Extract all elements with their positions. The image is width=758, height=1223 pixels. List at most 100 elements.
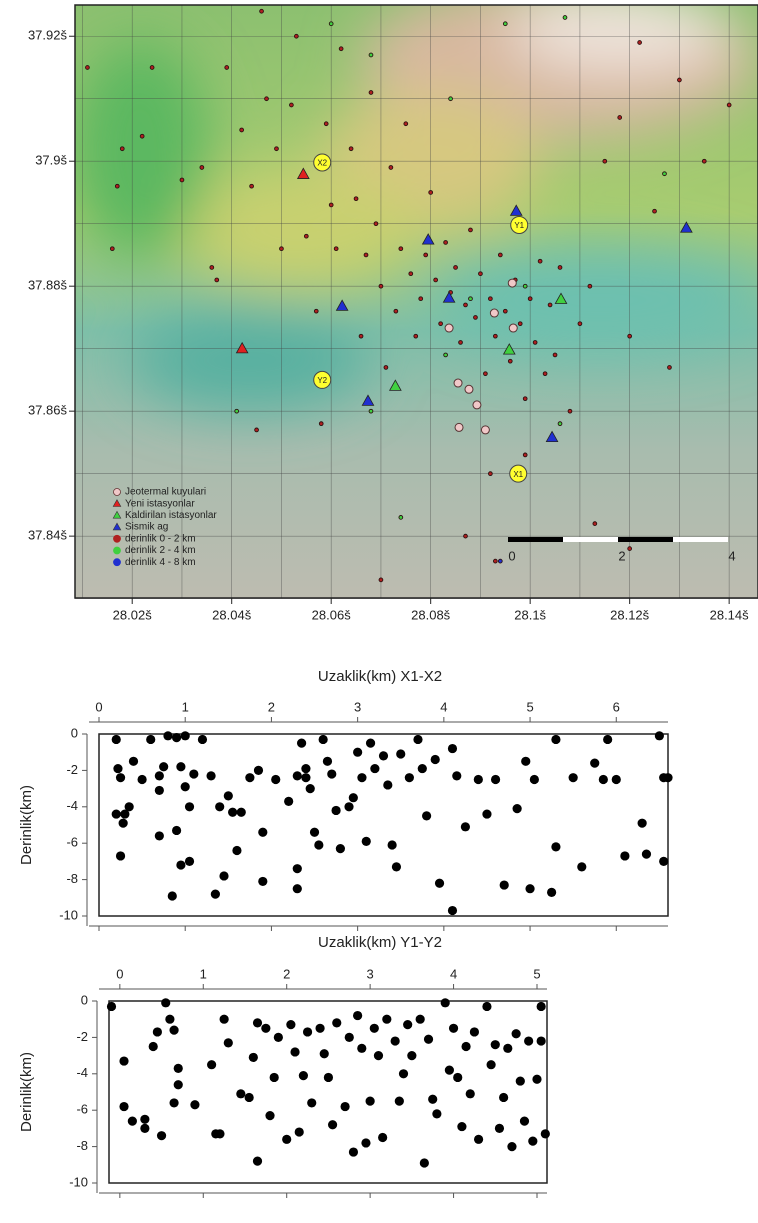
earthquake — [301, 764, 310, 773]
earthquake — [466, 1089, 475, 1098]
earthquake — [409, 272, 413, 276]
earthquake — [498, 559, 502, 563]
well — [473, 401, 481, 409]
earthquake — [503, 309, 507, 313]
earthquake — [429, 191, 433, 195]
earthquake — [503, 22, 507, 26]
y-tick-label: -2 — [66, 762, 78, 777]
earthquake — [215, 1129, 224, 1138]
x-tick-label: 0 — [95, 699, 102, 714]
x-tick-label: 2 — [268, 699, 275, 714]
profile-title: Uzaklik(km) X1-X2 — [318, 668, 442, 685]
figure: Uzaklik(km) X1-X2 Uzaklik(km) Y1-Y2 28.0… — [0, 0, 758, 1223]
earthquake — [190, 1100, 199, 1109]
earthquake — [628, 547, 632, 551]
earthquake — [488, 472, 492, 476]
earthquake — [107, 1002, 116, 1011]
earthquake — [176, 762, 185, 771]
earthquake — [258, 877, 267, 886]
earthquake — [498, 253, 502, 257]
y-tick-label: -2 — [76, 1029, 88, 1044]
y-tick-label: -8 — [66, 871, 78, 886]
x-tick-label: 1 — [200, 966, 207, 981]
scale-bar-segment — [618, 537, 673, 542]
earthquake — [265, 97, 269, 101]
x-tick-label: 2 — [283, 966, 290, 981]
legend-marker — [114, 559, 121, 566]
earthquake — [374, 1051, 383, 1060]
y-tick-label: 37.86š — [28, 403, 68, 418]
earthquake — [341, 1102, 350, 1111]
earthquake — [516, 1076, 525, 1085]
y-tick-label: -10 — [69, 1174, 88, 1189]
earthquake — [220, 1015, 229, 1024]
earthquake — [399, 1069, 408, 1078]
earthquake — [507, 1142, 516, 1151]
earthquake — [558, 422, 562, 426]
earthquake — [224, 1038, 233, 1047]
scale-bar-segment — [673, 537, 728, 542]
earthquake — [320, 1049, 329, 1058]
earthquake — [457, 1122, 466, 1131]
y-tick-label: 0 — [71, 725, 78, 740]
earthquake — [469, 297, 473, 301]
page: {"chart_data":[ {"type":"map-scatter", "… — [0, 0, 758, 1223]
earthquake — [185, 857, 194, 866]
earthquake — [533, 341, 537, 345]
legend-label: derinlik 4 - 8 km — [125, 557, 196, 568]
earthquake — [593, 522, 597, 526]
earthquake — [389, 166, 393, 170]
earthquake — [404, 122, 408, 126]
earthquake — [293, 771, 302, 780]
earthquake — [470, 1027, 479, 1036]
earthquake — [198, 735, 207, 744]
earthquake — [357, 1044, 366, 1053]
earthquake — [206, 771, 215, 780]
x-tick-label: 28.1š — [514, 607, 546, 622]
scale-bar-label: 2 — [618, 548, 625, 563]
earthquake — [112, 809, 121, 818]
earthquake — [260, 9, 264, 13]
earthquake — [138, 775, 147, 784]
earthquake — [399, 515, 403, 519]
earthquake — [374, 222, 378, 226]
earthquake — [653, 209, 657, 213]
earthquake — [344, 802, 353, 811]
earthquake — [295, 1127, 304, 1136]
earthquake — [299, 1071, 308, 1080]
well — [490, 309, 498, 317]
earthquake — [392, 862, 401, 871]
y-axis-label: Derinlik(km) — [18, 785, 35, 865]
earthquake — [125, 802, 134, 811]
well — [508, 279, 516, 287]
earthquake — [541, 1129, 550, 1138]
earthquake — [119, 1102, 128, 1111]
earthquake — [405, 773, 414, 782]
earthquake — [200, 166, 204, 170]
x-tick-label: 28.12š — [610, 607, 650, 622]
earthquake — [503, 1044, 512, 1053]
earthquake — [110, 247, 114, 251]
profile-title: Uzaklik(km) Y1-Y2 — [318, 934, 442, 951]
earthquake — [349, 793, 358, 802]
earthquake — [369, 409, 373, 413]
earthquake — [359, 334, 363, 338]
y-tick-label: -10 — [59, 907, 78, 922]
earthquake — [357, 773, 366, 782]
earthquake — [169, 1098, 178, 1107]
earthquake — [537, 1002, 546, 1011]
earthquake — [388, 840, 397, 849]
profile-end-label: Y1 — [514, 221, 524, 230]
earthquake — [500, 880, 509, 889]
earthquake — [157, 1131, 166, 1140]
legend-label: Sismik ag — [125, 522, 168, 533]
earthquake — [493, 559, 497, 563]
earthquake — [282, 1135, 291, 1144]
earthquake — [140, 134, 144, 138]
earthquake — [403, 1020, 412, 1029]
earthquake — [469, 228, 473, 232]
earthquake — [379, 751, 388, 760]
legend-label: Jeotermal kuyulari — [125, 487, 206, 498]
earthquake — [240, 128, 244, 132]
earthquake — [319, 422, 323, 426]
